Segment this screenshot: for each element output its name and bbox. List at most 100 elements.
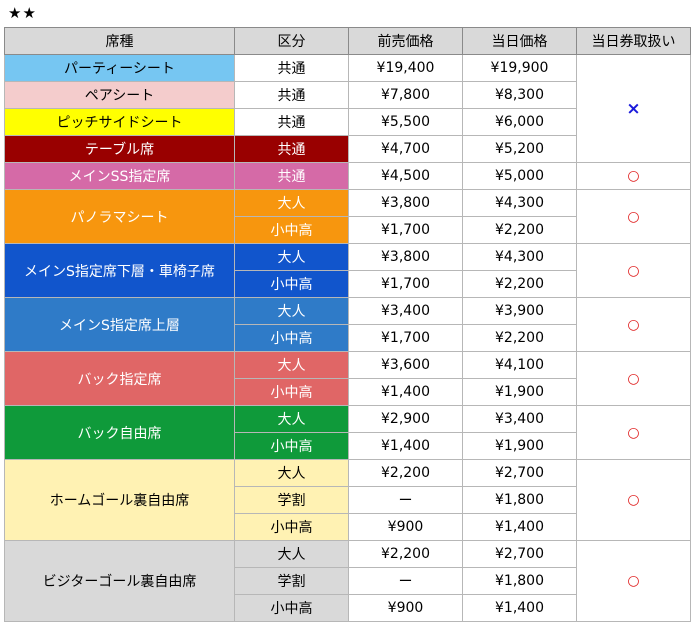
category-cell: 小中高 bbox=[234, 324, 349, 352]
seat-type-cell: ペアシート bbox=[4, 81, 235, 109]
sameday-price-cell: ¥2,700 bbox=[462, 540, 577, 568]
sameday-price-cell: ¥1,800 bbox=[462, 486, 577, 514]
sameday-price-cell: ¥2,200 bbox=[462, 270, 577, 298]
advance-price-cell: ¥4,700 bbox=[348, 135, 463, 163]
sameday-price-cell: ¥1,900 bbox=[462, 378, 577, 406]
advance-price-cell: ー bbox=[348, 486, 463, 514]
category-cell: 共通 bbox=[234, 54, 349, 82]
advance-price-cell: ¥3,600 bbox=[348, 351, 463, 379]
category-cell: 大人 bbox=[234, 540, 349, 568]
category-cell: 大人 bbox=[234, 297, 349, 325]
seat-type-cell: ビジターゴール裏自由席 bbox=[4, 540, 235, 622]
table-row: パノラマシート 大人 ¥3,800 ¥4,300 ○ bbox=[4, 189, 691, 244]
sameday-price-cell: ¥1,400 bbox=[462, 513, 577, 541]
sameday-price-cell: ¥5,000 bbox=[462, 162, 577, 190]
sameday-price-cell: ¥1,800 bbox=[462, 567, 577, 595]
category-cell: 大人 bbox=[234, 351, 349, 379]
seat-type-cell: パノラマシート bbox=[4, 189, 235, 244]
sameday-price-cell: ¥19,900 bbox=[462, 54, 577, 82]
sameday-price-cell: ¥5,200 bbox=[462, 135, 577, 163]
advance-price-cell: ¥5,500 bbox=[348, 108, 463, 136]
advance-price-cell: ー bbox=[348, 567, 463, 595]
category-cell: 共通 bbox=[234, 135, 349, 163]
seat-type-cell: ピッチサイドシート bbox=[4, 108, 235, 136]
category-cell: 共通 bbox=[234, 162, 349, 190]
table-row: メインS指定席下層・車椅子席 大人 ¥3,800 ¥4,300 ○ bbox=[4, 243, 691, 298]
category-cell: 小中高 bbox=[234, 594, 349, 622]
category-cell: 小中高 bbox=[234, 378, 349, 406]
available-mark: ○ bbox=[576, 351, 691, 406]
sameday-price-cell: ¥2,200 bbox=[462, 324, 577, 352]
header-seat-type: 席種 bbox=[4, 27, 235, 55]
advance-price-cell: ¥2,200 bbox=[348, 540, 463, 568]
available-mark: ○ bbox=[576, 405, 691, 460]
seat-type-cell: パーティーシート bbox=[4, 54, 235, 82]
advance-price-cell: ¥2,900 bbox=[348, 405, 463, 433]
sameday-price-cell: ¥3,900 bbox=[462, 297, 577, 325]
available-mark: ○ bbox=[576, 189, 691, 244]
advance-price-cell: ¥1,700 bbox=[348, 216, 463, 244]
table-row: バック指定席 大人 ¥3,600 ¥4,100 ○ bbox=[4, 351, 691, 406]
table-row: ホームゴール裏自由席 大人 ¥2,200 ¥2,700 ○ bbox=[4, 459, 691, 541]
table-row: 小中高 ¥900 ¥1,400 bbox=[5, 594, 691, 622]
advance-price-cell: ¥900 bbox=[348, 513, 463, 541]
advance-price-cell: ¥1,700 bbox=[348, 270, 463, 298]
table-row: メインSS指定席 共通 ¥4,500 ¥5,000 ○ bbox=[4, 162, 691, 190]
sameday-price-cell: ¥8,300 bbox=[462, 81, 577, 109]
header-category: 区分 bbox=[234, 27, 349, 55]
available-mark: ○ bbox=[576, 243, 691, 298]
price-table-body: パーティーシート 共通 ¥19,400 ¥19,900 × ペアシート 共通 ¥7,800 ¥8… bbox=[4, 54, 691, 622]
sameday-price-cell: ¥4,100 bbox=[462, 351, 577, 379]
advance-price-cell: ¥7,800 bbox=[348, 81, 463, 109]
category-cell: 小中高 bbox=[234, 270, 349, 298]
sameday-price-cell: ¥2,700 bbox=[462, 459, 577, 487]
seat-type-cell: ホームゴール裏自由席 bbox=[4, 459, 235, 541]
sameday-price-cell: ¥2,200 bbox=[462, 216, 577, 244]
seat-type-cell: バック指定席 bbox=[4, 351, 235, 406]
sameday-price-cell: ¥1,900 bbox=[462, 432, 577, 460]
header-advance-price: 前売価格 bbox=[348, 27, 463, 55]
table-row: テーブル席 共通 ¥4,700 ¥5,200 bbox=[4, 135, 691, 163]
sameday-price-cell: ¥4,300 bbox=[462, 243, 577, 271]
available-mark: ○ bbox=[576, 459, 691, 541]
table-row: ピッチサイドシート 共通 ¥5,500 ¥6,000 bbox=[4, 108, 691, 136]
table-row: バック自由席 大人 ¥2,900 ¥3,400 ○ bbox=[4, 405, 691, 460]
advance-price-cell: ¥3,800 bbox=[348, 243, 463, 271]
category-cell: 小中高 bbox=[234, 216, 349, 244]
advance-price-cell: ¥1,400 bbox=[348, 378, 463, 406]
seat-type-cell: メインSS指定席 bbox=[4, 162, 235, 190]
category-cell: 学割 bbox=[234, 486, 349, 514]
table-row: 小中高 ¥1,700 ¥2,200 bbox=[5, 270, 691, 298]
advance-price-cell: ¥19,400 bbox=[348, 54, 463, 82]
table-row: ペアシート 共通 ¥7,800 ¥8,300 bbox=[4, 81, 691, 109]
header-sameday-price: 当日価格 bbox=[462, 27, 577, 55]
table-row: パーティーシート 共通 ¥19,400 ¥19,900 × bbox=[4, 54, 691, 163]
star-rating: ★★ bbox=[8, 4, 37, 22]
category-cell: 大人 bbox=[234, 243, 349, 271]
available-mark: ○ bbox=[576, 162, 691, 190]
table-row: メインS指定席上層 大人 ¥3,400 ¥3,900 ○ bbox=[4, 297, 691, 352]
seat-type-cell: バック自由席 bbox=[4, 405, 235, 460]
category-cell: 大人 bbox=[234, 459, 349, 487]
available-mark: ○ bbox=[576, 540, 691, 622]
table-row: ビジターゴール裏自由席 大人 ¥2,200 ¥2,700 ○ bbox=[4, 540, 691, 622]
seat-type-cell: テーブル席 bbox=[4, 135, 235, 163]
sameday-price-cell: ¥4,300 bbox=[462, 189, 577, 217]
advance-price-cell: ¥1,400 bbox=[348, 432, 463, 460]
category-cell: 大人 bbox=[234, 189, 349, 217]
ticket-price-table: 席種 区分 前売価格 当日価格 当日券取扱い パーティーシート 共通 ¥19,400… bbox=[4, 27, 691, 622]
seat-type-cell: メインS指定席上層 bbox=[4, 297, 235, 352]
advance-price-cell: ¥900 bbox=[348, 594, 463, 622]
category-cell: 大人 bbox=[234, 405, 349, 433]
seat-type-cell: メインS指定席下層・車椅子席 bbox=[4, 243, 235, 298]
not-available-mark: × bbox=[576, 54, 691, 163]
advance-price-cell: ¥2,200 bbox=[348, 459, 463, 487]
table-row: 小中高 ¥1,400 ¥1,900 bbox=[5, 378, 691, 406]
advance-price-cell: ¥3,400 bbox=[348, 297, 463, 325]
category-cell: 共通 bbox=[234, 108, 349, 136]
advance-price-cell: ¥4,500 bbox=[348, 162, 463, 190]
header-row: 席種 区分 前売価格 当日価格 当日券取扱い bbox=[4, 27, 691, 55]
sameday-price-cell: ¥3,400 bbox=[462, 405, 577, 433]
table-row: 小中高 ¥1,700 ¥2,200 bbox=[5, 216, 691, 244]
advance-price-cell: ¥3,800 bbox=[348, 189, 463, 217]
